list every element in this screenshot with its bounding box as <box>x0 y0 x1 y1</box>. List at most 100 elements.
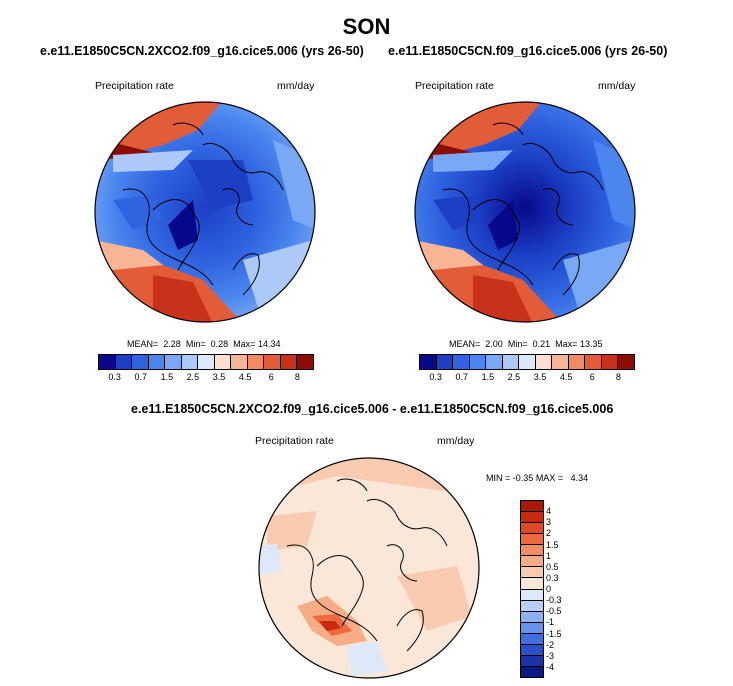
panel-2-colorbar-boxes <box>419 354 635 370</box>
panel-2-min-label: Min= <box>507 339 528 349</box>
panel-1-colorbar-box <box>247 355 265 369</box>
diff-colorbar-box <box>521 633 543 645</box>
panel-2-colorbar-tick-label: 0.7 <box>455 372 468 382</box>
panel-2-colorbar-box <box>502 355 520 369</box>
panel-1-variable: Precipitation rate <box>95 80 174 92</box>
panel-2-colorbar-box <box>618 355 634 369</box>
diff-units: mm/day <box>437 435 475 447</box>
panel-1-colorbar-tick-label: 6 <box>268 372 274 382</box>
panel-1-map <box>93 100 317 324</box>
diff-colorbar-box <box>521 655 543 667</box>
panel-2-colorbar-box <box>469 355 487 369</box>
panel-1-colorbar-tick-label: 2.5 <box>186 372 200 382</box>
diff-colorbar-tick-label: 1.5 <box>546 539 559 550</box>
diff-map <box>257 456 481 680</box>
panel-1-colorbar-box <box>132 355 149 369</box>
panel-1-colorbar-tick-label: 3.5 <box>212 372 226 382</box>
panel-2-colorbar-box <box>552 355 569 369</box>
panel-2-units: mm/day <box>598 80 636 92</box>
panel-2-colorbar-tick-label: 0.3 <box>429 372 442 382</box>
diff-colorbar-ticks: 4 3 2 1.5 1 0.5 0.3 0 -0.3 -0.5 -1 -1.5 -2 -3 -4 <box>546 500 586 678</box>
panel-2-max-value: 13.35 <box>579 339 603 349</box>
panel-1-colorbar-tick-label: 0.3 <box>108 372 121 382</box>
diff-colorbar-tick-label: -1.5 <box>546 628 562 639</box>
diff-colorbar-box <box>521 578 543 590</box>
panel-2-colorbar-box <box>585 355 602 369</box>
panel-2-colorbar-ticks: 0.3 0.7 1.5 2.5 3.5 4.5 6 8 <box>419 370 635 384</box>
diff-colorbar-tick-label: -2 <box>546 639 555 650</box>
diff-colorbar-box <box>521 622 543 634</box>
panel-1-mean-label: MEAN= <box>127 339 159 349</box>
panel-1-colorbar-box <box>297 355 313 369</box>
panel-1-colorbar-box <box>181 355 199 369</box>
panel-2-colorbar-tick-label: 8 <box>615 372 621 382</box>
panel-1-colorbar-tick-label: 0.7 <box>134 372 147 382</box>
panel-2-max-label: Max= <box>555 339 578 349</box>
panel-2-colorbar-box <box>453 355 470 369</box>
diff-colorbar-tick-label: 1 <box>546 550 552 561</box>
panel-2-variable: Precipitation rate <box>415 80 494 92</box>
diff-colorbar-box <box>521 600 543 612</box>
diff-max-label: MAX = <box>535 473 564 483</box>
diff-colorbar-box <box>521 545 543 557</box>
diff-colorbar-tick-label: 0 <box>546 584 552 594</box>
diff-title: e.e11.E1850C5CN.2XCO2.f09_g16.cice5.006 … <box>131 402 614 416</box>
panel-1-units: mm/day <box>277 80 315 92</box>
panel-2-colorbar-tick-label: 4.5 <box>559 372 573 382</box>
panel-1-colorbar-tick-label: 8 <box>294 372 300 382</box>
diff-variable: Precipitation rate <box>255 435 334 447</box>
panel-1-colorbar-box <box>214 355 232 369</box>
diff-colorbar-tick-label: -4 <box>546 661 555 672</box>
panel-1-colorbar-ticks: 0.3 0.7 1.5 2.5 3.5 4.5 6 8 <box>98 370 314 384</box>
panel-1-colorbar-tick-label: 1.5 <box>160 372 174 382</box>
diff-min-value: -0.35 <box>512 473 534 483</box>
panel-1-colorbar-box <box>115 355 133 369</box>
panel-2-colorbar-box <box>568 355 586 369</box>
diff-colorbar-tick-label: -3 <box>546 650 555 661</box>
diff-colorbar-box <box>521 589 543 601</box>
diff-stats: MIN = -0.35 MAX = 4.34 <box>486 473 588 483</box>
diff-colorbar-tick-label: 0.5 <box>546 561 559 572</box>
panel-2-mean-label: MEAN= <box>449 339 481 349</box>
panel-2-colorbar-tick-label: 3.5 <box>533 372 547 382</box>
panel-1-colorbar-box <box>198 355 215 369</box>
panel-1-colorbar-box <box>165 355 182 369</box>
panel-1-colorbar-box <box>231 355 248 369</box>
panel-2-colorbar-tick-label: 6 <box>589 372 595 382</box>
panel-2-stats: MEAN= 2.00 Min= 0.21 Max= 13.35 <box>449 339 602 349</box>
panel-1-max-value: 14.34 <box>257 339 281 349</box>
panel-2-colorbar-tick-label: 1.5 <box>481 372 495 382</box>
panel-1-stats: MEAN= 2.28 Min= 0.28 Max= 14.34 <box>127 339 280 349</box>
panel-1-colorbar: 0.3 0.7 1.5 2.5 3.5 4.5 6 8 <box>98 354 314 384</box>
diff-colorbar-box <box>521 567 543 579</box>
panel-1-colorbar-boxes <box>98 354 314 370</box>
diff-colorbar-box <box>521 534 543 546</box>
panel-1-mean-value: 2.28 <box>163 339 181 349</box>
panel-1-colorbar-box <box>280 355 298 369</box>
diff-colorbar-box <box>521 556 543 568</box>
panel-2-colorbar: 0.3 0.7 1.5 2.5 3.5 4.5 6 8 <box>419 354 635 384</box>
diff-min-label: MIN = <box>486 473 511 483</box>
diff-colorbar-box <box>521 523 543 535</box>
panel-2-min-value: 0.21 <box>532 339 551 349</box>
panel-2-colorbar-box <box>535 355 553 369</box>
diff-colorbar-tick-label: -1 <box>546 617 555 628</box>
panel-1-colorbar-box <box>99 355 116 369</box>
panel-1-max-label: Max= <box>233 339 256 349</box>
diff-colorbar-box <box>521 512 543 524</box>
diff-colorbar-tick-label: 4 <box>546 506 552 517</box>
diff-colorbar-tick-label: 2 <box>546 528 552 539</box>
panel-2-colorbar-box <box>519 355 536 369</box>
diff-colorbar-box <box>521 666 543 677</box>
diff-colorbar-tick-label: 0.3 <box>546 572 559 583</box>
diff-colorbar-tick-label: 3 <box>546 517 552 528</box>
panel-2-colorbar-box <box>486 355 503 369</box>
panel-2-map <box>413 100 637 324</box>
panel-2-mean-value: 2.00 <box>485 339 503 349</box>
panel-1-colorbar-box <box>264 355 281 369</box>
diff-colorbar-box <box>521 501 543 513</box>
panel-2-colorbar-box <box>436 355 454 369</box>
panel-1-colorbar-box <box>148 355 166 369</box>
diff-colorbar-tick-label: -0.5 <box>546 606 562 617</box>
panel-2-colorbar-box <box>420 355 437 369</box>
